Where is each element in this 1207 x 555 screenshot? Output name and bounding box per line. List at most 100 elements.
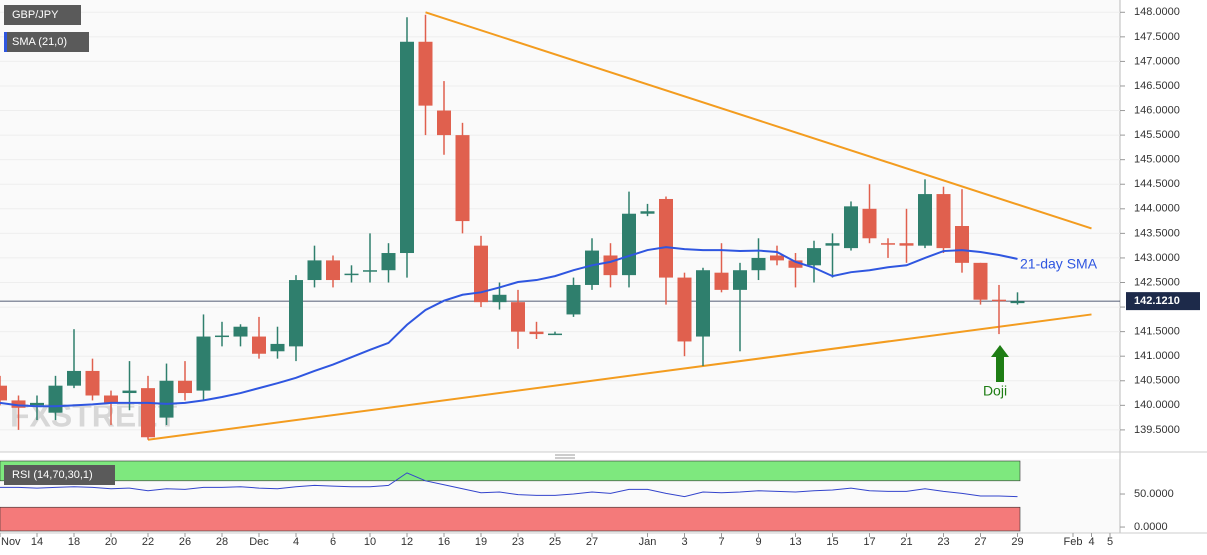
- candle-body: [677, 277, 692, 342]
- x-tick-label: Feb: [1064, 536, 1083, 548]
- x-tick-label: 4: [293, 536, 299, 548]
- candle-body: [696, 270, 710, 337]
- legend-box: [4, 465, 115, 485]
- sma-line: [0, 246, 1018, 408]
- legend-title: GBP/JPY: [12, 9, 59, 21]
- legend-box: [4, 5, 81, 25]
- x-tick-label: 13: [789, 536, 801, 548]
- candle-body: [862, 208, 877, 239]
- y-tick-label: 147.0000: [1134, 55, 1180, 67]
- y-tick-label: 140.5000: [1134, 375, 1180, 387]
- candle-body: [400, 41, 414, 254]
- x-tick-label: 28: [216, 536, 228, 548]
- candle-body: [159, 380, 174, 418]
- arrow: [991, 345, 1009, 382]
- x-tick-label: 12: [401, 536, 413, 548]
- candle-body: [566, 284, 581, 315]
- candle-body: [825, 243, 840, 246]
- y-tick-label: 144.0000: [1134, 203, 1180, 215]
- candle-body: [918, 194, 932, 246]
- legend-rsi: RSI (14,70,30,1): [12, 469, 93, 481]
- x-tick-label: 25: [549, 536, 561, 548]
- y-tick-label: 143.0000: [1134, 252, 1180, 264]
- candle-body: [807, 248, 821, 266]
- candle-body: [881, 243, 895, 245]
- x-tick-label: 4: [1088, 536, 1094, 548]
- candle-body: [529, 331, 544, 335]
- x-tick-label: 6: [330, 536, 336, 548]
- candle-body: [622, 213, 636, 276]
- x-tick-label: 5: [1107, 536, 1113, 548]
- x-tick-label: 23: [937, 536, 949, 548]
- candle-body: [363, 270, 377, 272]
- x-tick-label: 14: [31, 536, 43, 548]
- y-tick-label: 141.0000: [1134, 350, 1180, 362]
- candle-body: [48, 385, 63, 413]
- candle-body: [122, 390, 137, 394]
- oversold-zone: [0, 506, 1021, 532]
- candle-body: [233, 326, 248, 337]
- rsi-tick-label: 0.0000: [1134, 521, 1168, 533]
- y-tick-label: 140.0000: [1134, 399, 1180, 411]
- candle-body: [770, 255, 784, 261]
- candle-body: [30, 402, 44, 406]
- candle-body: [899, 243, 914, 246]
- divider-handle[interactable]: [555, 454, 575, 459]
- candle-body: [788, 260, 803, 268]
- x-tick-label: 15: [826, 536, 838, 548]
- y-tick-label: 139.5000: [1134, 424, 1180, 436]
- last-price-label: 142.1210: [1134, 295, 1180, 307]
- x-tick-label: 17: [863, 536, 875, 548]
- doji-annotation: Doji: [983, 383, 1007, 399]
- x-tick-label: 22: [142, 536, 154, 548]
- x-tick-label: 27: [586, 536, 598, 548]
- candle-body: [511, 302, 525, 332]
- x-tick-label: 18: [68, 536, 80, 548]
- candle-body: [418, 41, 433, 106]
- y-tick-label: 147.5000: [1134, 31, 1180, 43]
- candle-body: [307, 260, 322, 281]
- x-tick-label: 3: [681, 536, 687, 548]
- plot-area: [0, 11, 1120, 532]
- candle-body: [178, 380, 192, 394]
- x-tick-label: 27: [974, 536, 986, 548]
- candle-body: [844, 206, 858, 249]
- y-tick-label: 146.0000: [1134, 104, 1180, 116]
- x-tick-label: 21: [900, 536, 912, 548]
- x-tick-label: 20: [105, 536, 117, 548]
- candle-body: [492, 294, 507, 303]
- candle-body: [437, 110, 451, 136]
- candle-body: [196, 336, 211, 391]
- candle-body: [252, 336, 266, 354]
- candle-body: [714, 272, 729, 290]
- y-tick-label: 142.5000: [1134, 276, 1180, 288]
- trendline: [425, 11, 1092, 230]
- candle-body: [215, 335, 229, 338]
- x-tick-label: Nov: [1, 536, 21, 548]
- candle-body: [85, 370, 100, 396]
- legend-box: [4, 32, 89, 52]
- rsi-tick-label: 50.0000: [1134, 488, 1174, 500]
- x-tick-label: 7: [718, 536, 724, 548]
- sma-annotation: 21-day SMA: [1020, 256, 1098, 272]
- x-tick-label: Dec: [249, 536, 269, 548]
- candle-body: [270, 343, 285, 352]
- candle-body: [1010, 301, 1025, 304]
- x-tick-label: 9: [755, 536, 761, 548]
- x-tick-label: 10: [364, 536, 376, 548]
- trendline: [147, 313, 1092, 441]
- last-price-tag: [1126, 292, 1200, 311]
- candle-body: [455, 135, 470, 222]
- candle-body: [344, 273, 359, 276]
- x-tick-label: 19: [475, 536, 487, 548]
- x-tick-label: 26: [179, 536, 191, 548]
- candle-body: [289, 280, 303, 347]
- candle-body: [381, 253, 396, 271]
- candle-body: [955, 226, 969, 263]
- candle-body: [751, 257, 766, 271]
- candle-body: [992, 299, 1006, 302]
- candle-body: [585, 250, 599, 285]
- legend-sma: SMA (21,0): [12, 36, 67, 48]
